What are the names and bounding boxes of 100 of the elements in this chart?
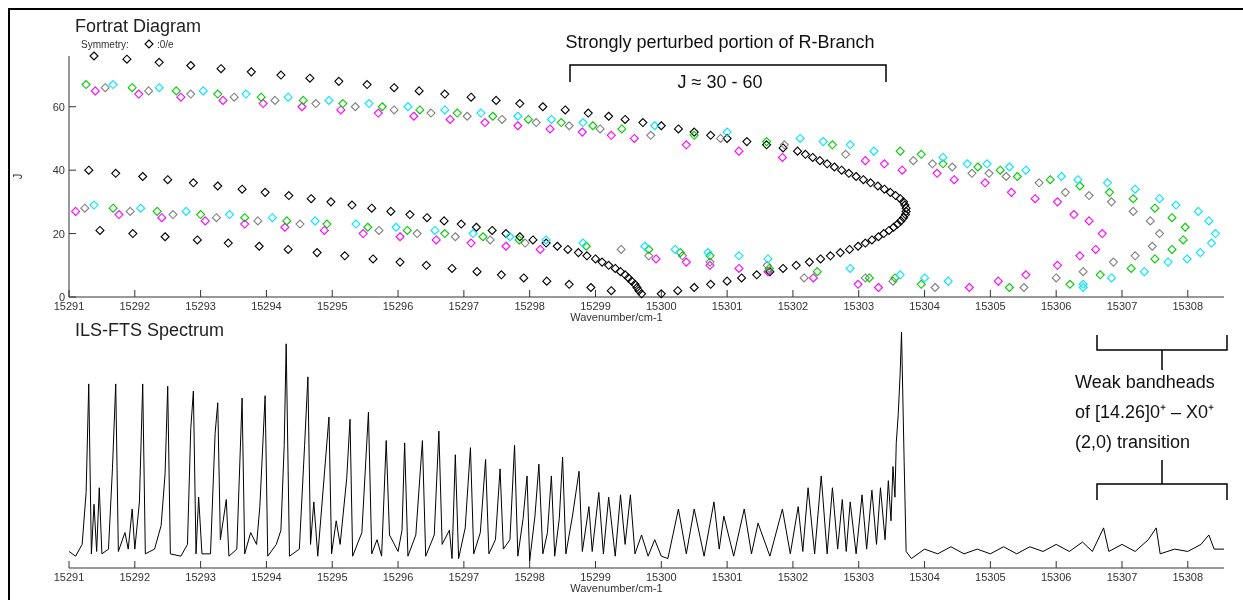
- y-tick-label: 60: [52, 100, 65, 113]
- point: [505, 232, 515, 242]
- point: [827, 140, 837, 150]
- x-tick-label: 15303: [843, 571, 875, 583]
- point: [440, 229, 450, 239]
- point: [916, 279, 926, 289]
- point: [616, 244, 626, 254]
- point: [402, 225, 412, 235]
- x-tick-label: 15300: [646, 571, 677, 583]
- point: [439, 216, 449, 226]
- point: [546, 114, 556, 124]
- point: [200, 216, 210, 226]
- point: [1147, 241, 1157, 251]
- point: [466, 238, 476, 248]
- point: [138, 171, 148, 182]
- point: [1182, 254, 1192, 264]
- point: [312, 248, 322, 258]
- point: [818, 137, 828, 147]
- x-tick-label: 15306: [1040, 300, 1072, 312]
- point: [520, 238, 530, 248]
- point: [860, 273, 870, 283]
- point: [799, 273, 809, 283]
- point: [440, 105, 450, 115]
- point: [476, 108, 486, 118]
- point: [253, 216, 263, 226]
- point: [588, 121, 598, 131]
- point: [860, 156, 870, 166]
- point: [1001, 171, 1011, 182]
- point: [322, 219, 332, 229]
- point: [1150, 203, 1160, 213]
- point: [284, 190, 294, 201]
- point: [651, 254, 661, 264]
- point: [812, 267, 822, 277]
- point: [108, 79, 118, 90]
- point: [168, 210, 178, 220]
- point: [895, 270, 905, 280]
- point: [134, 89, 144, 99]
- point: [947, 162, 957, 172]
- y-tick-label: 40: [52, 164, 65, 177]
- point: [1106, 273, 1117, 283]
- point: [1084, 216, 1094, 226]
- x-tick-label: 15297: [448, 300, 480, 312]
- point: [578, 118, 588, 128]
- point: [389, 105, 399, 115]
- point: [604, 260, 614, 270]
- chart-title: ILS-FTS Spectrum: [75, 320, 225, 340]
- point: [152, 206, 162, 216]
- point: [374, 225, 384, 235]
- point: [127, 83, 137, 93]
- point: [1078, 282, 1088, 293]
- x-tick-label: 15304: [909, 571, 940, 583]
- point: [1180, 222, 1190, 232]
- point: [1069, 210, 1079, 220]
- x-tick-label: 15303: [843, 300, 875, 312]
- point: [1034, 178, 1044, 188]
- point: [597, 257, 607, 267]
- point: [1078, 279, 1088, 289]
- point: [192, 235, 202, 245]
- x-tick-label: 15305: [975, 571, 1006, 583]
- point: [938, 159, 948, 169]
- point: [670, 244, 680, 254]
- point: [71, 206, 81, 216]
- point: [391, 222, 401, 232]
- y-tick-label: 0: [58, 291, 65, 303]
- point: [395, 257, 405, 267]
- point: [213, 89, 223, 99]
- point: [564, 121, 574, 131]
- point: [1084, 190, 1094, 201]
- point: [501, 229, 511, 239]
- point: [1171, 200, 1181, 210]
- point: [368, 254, 378, 264]
- point: [160, 232, 170, 242]
- point: [1210, 229, 1220, 239]
- point: [1060, 187, 1070, 197]
- point: [1108, 257, 1118, 267]
- point: [80, 203, 90, 213]
- point: [845, 140, 855, 150]
- x-tick-label: 15306: [1040, 571, 1072, 583]
- point: [241, 89, 251, 99]
- point: [895, 146, 905, 156]
- y-axis-title: J: [11, 173, 25, 180]
- point: [556, 118, 566, 128]
- point: [1145, 216, 1155, 226]
- x-tick-label: 15292: [119, 300, 151, 312]
- point: [681, 257, 691, 267]
- point: [311, 99, 321, 109]
- point: [237, 184, 247, 194]
- point: [927, 159, 937, 169]
- point: [256, 92, 266, 102]
- point: [610, 263, 620, 274]
- point: [531, 118, 541, 128]
- point: [984, 168, 994, 178]
- point: [1154, 194, 1165, 204]
- point: [545, 124, 555, 134]
- point: [468, 229, 478, 239]
- point: [367, 203, 377, 213]
- point: [426, 108, 436, 118]
- point: [319, 225, 329, 235]
- point: [1075, 251, 1085, 261]
- point: [873, 282, 884, 293]
